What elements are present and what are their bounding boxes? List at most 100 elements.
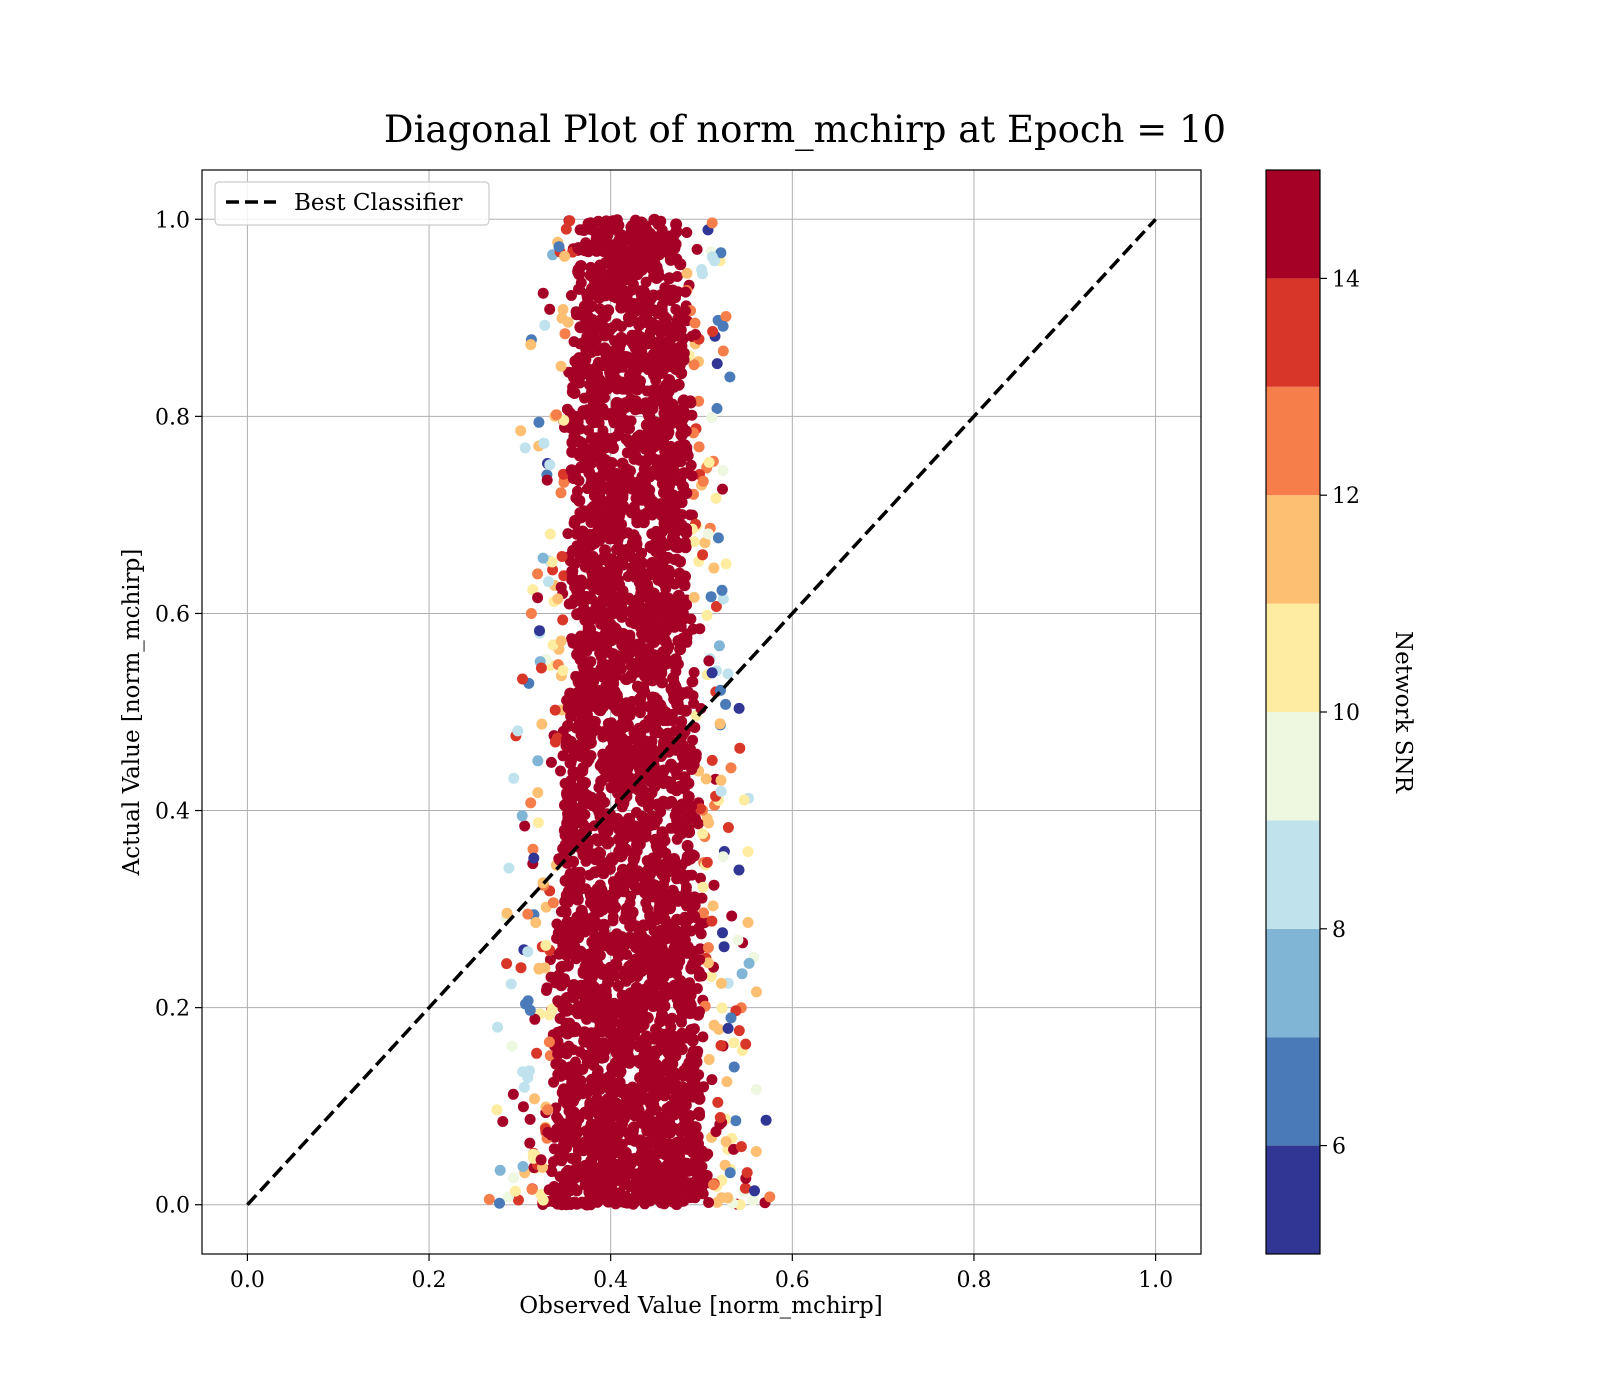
- scatter-point: [742, 846, 754, 858]
- scatter-point: [725, 762, 737, 774]
- scatter-point: [648, 649, 661, 662]
- scatter-point: [689, 1121, 702, 1134]
- scatter-point: [681, 839, 694, 852]
- scatter-point: [629, 1152, 642, 1165]
- scatter-point: [663, 1104, 676, 1117]
- scatter-point: [576, 368, 589, 381]
- scatter-point: [595, 884, 608, 896]
- scatter-point: [718, 941, 730, 953]
- scatter-point: [740, 1038, 752, 1050]
- x-tick-label: 0.4: [593, 1268, 628, 1293]
- colorbar-tick-label: 8: [1332, 918, 1346, 943]
- scatter-point: [573, 494, 586, 507]
- scatter-point: [706, 1074, 718, 1086]
- scatter-point: [630, 250, 643, 263]
- scatter-point: [649, 560, 662, 573]
- scatter-point: [532, 755, 544, 767]
- scatter-point: [684, 1007, 697, 1020]
- scatter-point: [728, 1037, 740, 1049]
- scatter-point: [633, 638, 646, 651]
- scatter-point: [665, 1163, 678, 1176]
- scatter-point: [540, 939, 552, 951]
- scatter-point: [534, 625, 545, 637]
- scatter-point: [678, 439, 691, 452]
- scatter-point: [620, 673, 633, 686]
- scatter-point: [613, 980, 624, 991]
- scatter-point: [596, 359, 609, 372]
- scatter-point: [650, 1119, 663, 1131]
- scatter-point: [716, 584, 728, 596]
- scatter-point: [593, 488, 606, 501]
- scatter-point: [596, 1037, 609, 1050]
- scatter-point: [697, 881, 709, 893]
- scatter-points: [483, 213, 776, 1211]
- scatter-point: [599, 544, 611, 557]
- scatter-point: [581, 288, 594, 301]
- scatter-point: [675, 429, 688, 441]
- scatter-point: [584, 993, 597, 1006]
- scatter-point: [695, 918, 707, 930]
- scatter-point: [636, 316, 649, 329]
- scatter-point: [607, 759, 620, 772]
- scatter-point: [661, 551, 674, 564]
- scatter-point: [681, 267, 693, 279]
- scatter-point: [629, 609, 642, 622]
- scatter-point: [589, 447, 602, 460]
- scatter-point: [650, 936, 663, 949]
- scatter-point: [585, 1073, 598, 1086]
- scatter-point: [526, 1183, 538, 1195]
- scatter-point: [717, 483, 728, 495]
- scatter-point: [726, 910, 738, 922]
- scatter-point: [612, 1040, 625, 1053]
- scatter-point: [584, 623, 597, 636]
- colorbar: [1265, 169, 1321, 1255]
- scatter-point: [599, 1157, 612, 1170]
- scatter-point: [582, 752, 595, 765]
- scatter-point: [603, 862, 616, 875]
- scatter-point: [688, 536, 700, 548]
- scatter-point: [682, 1188, 695, 1201]
- scatter-point: [627, 873, 640, 886]
- scatter-point: [689, 1070, 702, 1083]
- scatter-point: [698, 907, 709, 919]
- scatter-point: [610, 819, 623, 832]
- scatter-point: [715, 977, 727, 989]
- scatter-point: [560, 1166, 573, 1179]
- scatter-point: [743, 957, 755, 969]
- scatter-point: [616, 558, 629, 571]
- scatter-point: [607, 290, 620, 303]
- scatter-point: [648, 213, 661, 226]
- scatter-point: [543, 1036, 555, 1048]
- scatter-point: [532, 787, 544, 799]
- scatter-point: [556, 551, 568, 562]
- scatter-point: [616, 863, 629, 876]
- colorbar-bin: [1266, 820, 1320, 929]
- scatter-point: [669, 498, 682, 510]
- scatter-point: [541, 474, 553, 486]
- scatter-point: [589, 1148, 602, 1161]
- scatter-point: [670, 784, 683, 797]
- scatter-point: [579, 560, 592, 573]
- scatter-point: [562, 1118, 575, 1131]
- scatter-point: [701, 609, 713, 621]
- scatter-point: [535, 1154, 547, 1166]
- scatter-point: [576, 444, 589, 456]
- scatter-point: [659, 1176, 672, 1189]
- scatter-point: [724, 1167, 736, 1179]
- scatter-point: [651, 798, 664, 811]
- scatter-point: [669, 360, 682, 373]
- scatter-point: [527, 584, 539, 596]
- scatter-point: [681, 854, 694, 867]
- scatter-point: [565, 710, 578, 722]
- scatter-point: [544, 459, 556, 471]
- scatter-point: [644, 886, 657, 899]
- scatter-point: [654, 326, 667, 339]
- scatter-point: [599, 821, 611, 834]
- scatter-point: [764, 1191, 776, 1203]
- scatter-point: [687, 1045, 700, 1058]
- scatter-point: [703, 655, 715, 667]
- scatter-point: [605, 1178, 618, 1191]
- scatter-point: [580, 683, 593, 696]
- scatter-point: [693, 441, 705, 453]
- scatter-point: [572, 1165, 585, 1178]
